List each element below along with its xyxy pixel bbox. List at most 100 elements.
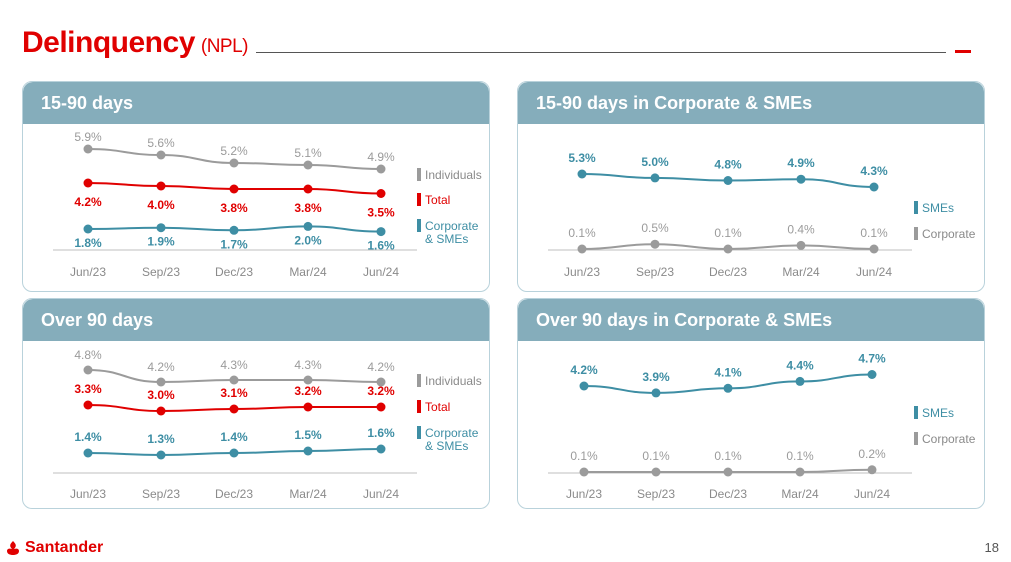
- legend-swatch: [417, 168, 421, 181]
- panel-title: Over 90 days: [23, 299, 489, 341]
- panel-title: 15-90 days in Corporate & SMEs: [518, 82, 984, 124]
- panel-title: Over 90 days in Corporate & SMEs: [518, 299, 984, 341]
- chart-over-90-days: Jun/23 Sep/23 Dec/23 Mar/24 Jun/24 4.8% 4.2% 4.…: [53, 348, 482, 501]
- x-tick-label: Dec/23: [709, 487, 747, 501]
- legend-label: Corporate: [425, 426, 479, 440]
- data-label: 3.9%: [642, 370, 670, 384]
- data-point: [156, 450, 166, 460]
- data-label: 3.8%: [220, 201, 248, 215]
- data-label: 4.9%: [787, 156, 815, 170]
- legend-swatch: [914, 227, 918, 240]
- x-tick-label: Dec/23: [709, 265, 747, 279]
- x-tick-label: Mar/24: [289, 265, 327, 279]
- data-label: 1.4%: [220, 430, 248, 444]
- chart-15-90-days-corporate: Jun/23 Sep/23 Dec/23 Mar/24 Jun/24 5.3% 5.0% 4.…: [548, 151, 976, 279]
- data-point: [376, 189, 386, 198]
- data-point: [577, 244, 587, 254]
- data-label: 4.2%: [147, 360, 175, 374]
- page-title: Delinquency (NPL): [22, 26, 249, 60]
- data-label: 1.5%: [294, 428, 322, 442]
- data-point: [376, 377, 386, 387]
- data-point: [303, 221, 313, 231]
- data-label: 0.1%: [570, 449, 598, 463]
- data-point: [156, 223, 166, 233]
- data-label: 3.8%: [294, 201, 322, 215]
- data-label: 0.4%: [787, 222, 815, 236]
- data-label: 0.5%: [641, 221, 669, 235]
- x-tick-label: Jun/24: [363, 265, 399, 279]
- data-point: [303, 402, 313, 412]
- title-rule: [256, 52, 946, 53]
- data-label: 0.1%: [786, 449, 814, 463]
- data-label: 1.3%: [147, 432, 175, 446]
- chart-panel-over-90-days: Over 90 days Jun/23 Sep/23 Dec/23 Mar/24 Jun…: [22, 298, 490, 509]
- x-tick-label: Jun/24: [363, 487, 399, 501]
- data-point: [376, 227, 386, 237]
- data-point: [229, 158, 239, 168]
- data-point: [303, 184, 313, 194]
- brand-logo: Santander: [4, 538, 103, 558]
- data-label: 3.1%: [220, 386, 248, 400]
- data-label: 3.3%: [74, 382, 102, 396]
- title-accent-dash: [955, 50, 971, 53]
- data-point: [303, 446, 313, 456]
- data-point: [869, 182, 879, 192]
- data-label: 0.1%: [714, 449, 742, 463]
- x-tick-label: Sep/23: [142, 265, 180, 279]
- x-tick-label: Dec/23: [215, 265, 253, 279]
- chart-panel-15-90-days: 15-90 days Jun/23 Sep/23 Dec/23 Mar/24 Jun/2…: [22, 81, 490, 292]
- data-label: 0.1%: [568, 226, 596, 240]
- data-point: [229, 225, 239, 235]
- data-point: [303, 160, 313, 170]
- legend-swatch: [417, 426, 421, 439]
- page-title-subtitle: (NPL): [200, 36, 249, 57]
- data-label: 4.2%: [570, 363, 598, 377]
- data-point: [579, 381, 589, 391]
- data-label: 4.3%: [294, 358, 322, 372]
- data-point: [229, 375, 239, 385]
- data-label: 4.2%: [367, 360, 395, 374]
- data-label: 4.8%: [74, 348, 102, 362]
- legend-label: & SMEs: [425, 232, 468, 246]
- flame-icon: [7, 541, 19, 555]
- data-label: 4.4%: [786, 358, 814, 372]
- legend-swatch: [914, 406, 918, 419]
- data-label: 4.7%: [858, 352, 886, 366]
- data-point: [651, 467, 661, 477]
- data-point: [723, 383, 733, 393]
- data-label: 1.7%: [220, 237, 248, 251]
- data-label: 2.0%: [294, 233, 322, 247]
- x-tick-label: Sep/23: [636, 265, 674, 279]
- x-tick-label: Jun/24: [856, 265, 892, 279]
- legend-swatch: [417, 193, 421, 206]
- data-point: [83, 448, 93, 458]
- legend-label: Individuals: [425, 168, 482, 182]
- data-point: [83, 400, 93, 410]
- data-label: 5.6%: [147, 136, 175, 150]
- data-point: [577, 169, 587, 179]
- data-point: [867, 465, 877, 475]
- data-label: 3.5%: [367, 206, 395, 220]
- data-point: [795, 376, 805, 386]
- legend-swatch: [417, 374, 421, 387]
- data-label: 1.4%: [74, 430, 102, 444]
- data-point: [376, 444, 386, 454]
- data-point: [156, 181, 166, 191]
- data-point: [795, 467, 805, 477]
- data-point: [156, 406, 166, 416]
- chart-15-90-days: Jun/23 Sep/23 Dec/23 Mar/24 Jun/24 5.9% 5.6% 5.…: [53, 130, 482, 279]
- data-label: 0.1%: [642, 449, 670, 463]
- data-label: 4.8%: [714, 158, 742, 172]
- data-point: [796, 174, 806, 184]
- data-label: 5.9%: [74, 130, 102, 144]
- data-label: 1.9%: [147, 235, 175, 249]
- data-label: 0.2%: [858, 447, 886, 461]
- legend-swatch: [417, 400, 421, 413]
- x-tick-label: Mar/24: [782, 265, 820, 279]
- page-number: 18: [984, 540, 999, 555]
- data-point: [83, 178, 93, 188]
- x-tick-label: Jun/23: [70, 265, 106, 279]
- x-tick-label: Jun/24: [854, 487, 890, 501]
- legend-label: Total: [425, 400, 450, 414]
- data-point: [303, 375, 313, 385]
